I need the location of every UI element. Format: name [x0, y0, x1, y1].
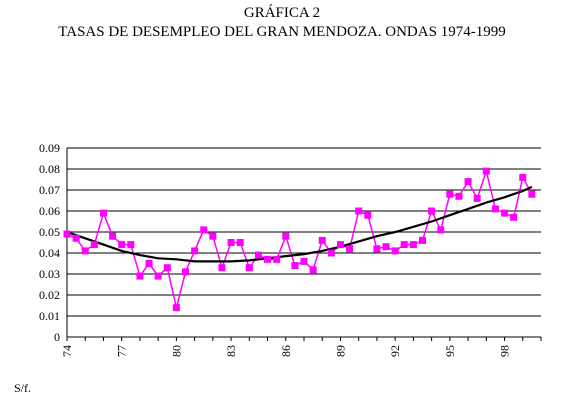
- data-point: [209, 232, 217, 240]
- data-point: [391, 247, 399, 255]
- data-point: [455, 192, 463, 200]
- y-tick-label: 0.05: [39, 225, 60, 239]
- data-point: [218, 264, 226, 272]
- data-point: [510, 213, 518, 221]
- data-point: [428, 207, 436, 215]
- y-tick-label: 0.07: [39, 183, 60, 197]
- data-point: [191, 247, 199, 255]
- x-tick-label: 77: [115, 345, 129, 357]
- data-point: [464, 178, 472, 186]
- series-line: [66, 168, 533, 308]
- data-point: [482, 167, 490, 175]
- x-tick-label: 74: [60, 345, 74, 357]
- data-point: [72, 234, 80, 242]
- data-point: [309, 266, 317, 274]
- y-tick-label: 0.04: [39, 246, 60, 260]
- data-point: [528, 190, 536, 198]
- y-tick-label: 0.03: [39, 267, 60, 281]
- data-point: [446, 190, 454, 198]
- chart-subtitle: TASAS DE DESEMPLEO DEL GRAN MENDOZA. OND…: [58, 24, 506, 40]
- data-point: [236, 239, 244, 246]
- data-point: [400, 241, 408, 249]
- data-point: [491, 205, 499, 213]
- data-point: [273, 255, 281, 263]
- y-tick-label: 0.09: [39, 141, 60, 155]
- data-point: [109, 232, 117, 240]
- data-point: [327, 249, 335, 257]
- y-tick-label: 0.01: [39, 309, 60, 323]
- y-tick-label: 0.08: [39, 162, 60, 176]
- data-point: [473, 194, 481, 202]
- data-point: [63, 230, 71, 238]
- data-point: [501, 209, 509, 217]
- data-point: [373, 245, 381, 253]
- data-point: [419, 236, 426, 244]
- data-point: [227, 239, 235, 246]
- x-tick-label: 98: [498, 345, 512, 357]
- trend-line: [66, 185, 533, 263]
- data-point: [336, 241, 344, 249]
- data-point: [300, 257, 308, 265]
- y-tick-label: 0.06: [39, 204, 60, 218]
- data-point: [245, 264, 253, 272]
- x-tick-label: 92: [388, 345, 402, 357]
- data-point: [382, 243, 390, 251]
- data-point: [346, 245, 354, 253]
- data-point: [437, 226, 445, 234]
- data-point: [127, 241, 135, 249]
- data-point: [172, 304, 180, 312]
- data-point: [90, 241, 98, 249]
- data-point: [254, 251, 262, 259]
- data-point: [355, 207, 363, 215]
- data-point: [99, 209, 107, 217]
- data-point: [318, 236, 326, 244]
- data-point: [519, 173, 527, 181]
- x-tick-label: 89: [333, 345, 347, 357]
- x-tick-label: 86: [279, 345, 293, 357]
- x-tick-label: 95: [443, 345, 457, 357]
- data-point: [364, 211, 372, 219]
- data-point: [200, 226, 208, 234]
- data-point: [118, 241, 126, 249]
- x-tick-label: 83: [224, 345, 238, 357]
- y-tick-label: 0: [54, 330, 60, 344]
- data-point: [182, 268, 189, 276]
- data-point: [136, 272, 144, 280]
- data-point: [145, 260, 153, 267]
- chart-title: GRÁFICA 2: [243, 5, 321, 21]
- data-point: [154, 272, 162, 280]
- x-tick-label: 80: [169, 345, 183, 357]
- data-point: [163, 264, 171, 272]
- y-tick-label: 0.02: [39, 288, 60, 302]
- source-note: S/f.: [14, 381, 32, 395]
- data-point: [291, 262, 299, 270]
- data-point: [81, 247, 89, 255]
- data-point: [282, 232, 290, 240]
- data-point: [264, 255, 272, 263]
- data-point: [409, 241, 417, 249]
